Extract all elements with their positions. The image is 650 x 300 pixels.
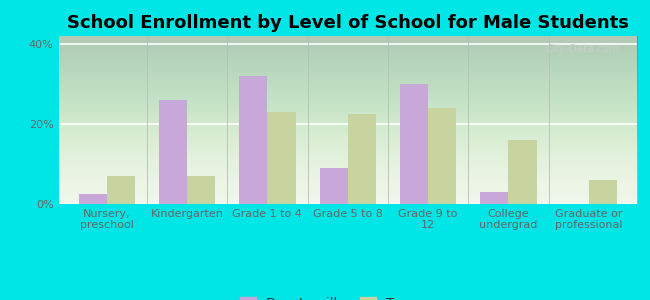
Bar bbox=[589, 180, 617, 204]
Bar bbox=[508, 140, 536, 204]
Bar bbox=[428, 108, 456, 204]
Bar bbox=[320, 168, 348, 204]
Bar bbox=[480, 192, 508, 204]
Bar bbox=[400, 84, 428, 204]
Bar bbox=[239, 76, 267, 204]
Bar bbox=[79, 194, 107, 204]
Text: City-Data.com: City-Data.com bbox=[545, 44, 619, 54]
Bar bbox=[159, 100, 187, 204]
Title: School Enrollment by Level of School for Male Students: School Enrollment by Level of School for… bbox=[67, 14, 629, 32]
Bar bbox=[267, 112, 296, 204]
Bar bbox=[187, 176, 215, 204]
Bar bbox=[348, 114, 376, 204]
Bar bbox=[107, 176, 135, 204]
Legend: Decaturville, Tennessee: Decaturville, Tennessee bbox=[235, 291, 461, 300]
